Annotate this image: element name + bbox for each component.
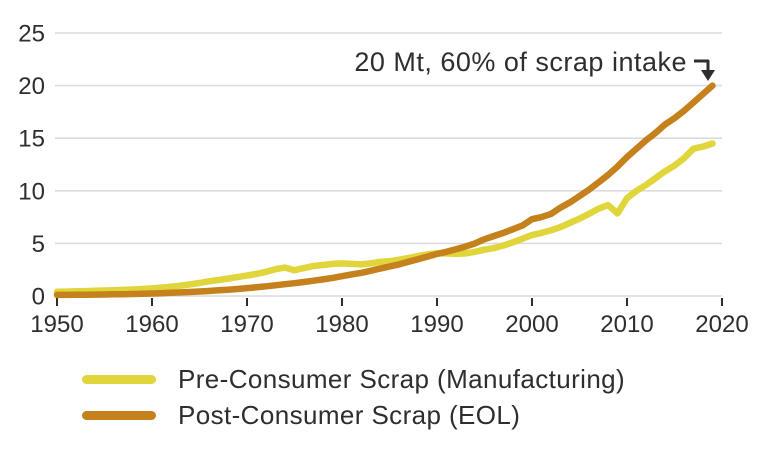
- post-consumer-line-swatch: [82, 410, 156, 420]
- annotation: 20 Mt, 60% of scrap intake: [354, 47, 715, 81]
- chart-generated-layers: 0 5 10 15 20 25 1950 1960 1970 1980 1990 2000 2010 20…: [18, 21, 748, 339]
- scrap-line-chart: 0 5 10 15 20 25 1950 1960 1970 1980 1990 2000 2010 20…: [18, 21, 748, 339]
- x-tick-label-1980: 1980: [315, 311, 368, 338]
- y-tick-label-25: 25: [18, 21, 45, 48]
- legend: Pre-Consumer Scrap (Manufacturing) Post-…: [0, 361, 768, 433]
- y-tick-label-20: 20: [18, 73, 45, 100]
- legend-item-pre-consumer: Pre-Consumer Scrap (Manufacturing): [82, 361, 768, 397]
- y-tick-label-0: 0: [32, 284, 45, 311]
- y-tick-label-10: 10: [18, 178, 45, 205]
- annotation-arrowhead-down-icon: [701, 70, 715, 81]
- x-tick-label-2010: 2010: [600, 311, 653, 338]
- y-tick-label-15: 15: [18, 126, 45, 153]
- y-tick-label-5: 5: [32, 231, 45, 258]
- post-consumer-line: [53, 82, 716, 299]
- pre-consumer-line-swatch: [82, 374, 156, 384]
- x-tick-label-1990: 1990: [410, 311, 463, 338]
- x-tick-label-1960: 1960: [125, 311, 178, 338]
- legend-label-post-consumer: Post-Consumer Scrap (EOL): [178, 399, 521, 430]
- x-tick-label-2020: 2020: [695, 311, 748, 338]
- x-tick-label-1970: 1970: [220, 311, 273, 338]
- annotation-text: 20 Mt, 60% of scrap intake: [354, 47, 687, 77]
- legend-label-pre-consumer: Pre-Consumer Scrap (Manufacturing): [178, 363, 626, 394]
- x-tick-label-1950: 1950: [30, 311, 83, 338]
- x-tick-label-2000: 2000: [505, 311, 558, 338]
- legend-item-post-consumer: Post-Consumer Scrap (EOL): [82, 397, 768, 433]
- annotation-arrow: [694, 59, 710, 71]
- pre-consumer-line: [53, 140, 716, 296]
